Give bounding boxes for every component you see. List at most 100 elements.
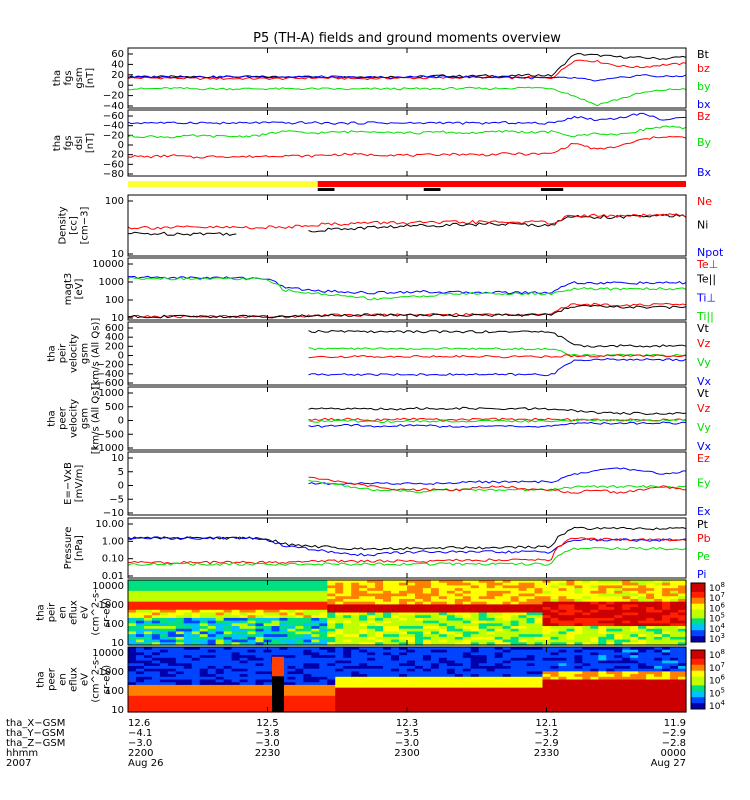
- heatmap-cell: [590, 676, 599, 681]
- heatmap-cell: [311, 695, 320, 700]
- heatmap-cell: [462, 668, 472, 672]
- heatmap-cell: [247, 663, 257, 667]
- heatmap-cell: [215, 690, 225, 694]
- heatmap-cell: [598, 609, 607, 614]
- heatmap-cell: [287, 615, 296, 619]
- heatmap-cell: [223, 701, 233, 705]
- heatmap-cell: [558, 690, 568, 694]
- heatmap-cell: [183, 609, 193, 614]
- heatmap-cell: [343, 674, 352, 678]
- heatmap-cell: [207, 663, 217, 667]
- heatmap-cell: [534, 701, 544, 705]
- heatmap-cell: [295, 588, 304, 592]
- heatmap-cell: [359, 701, 368, 705]
- heatmap-cell: [231, 687, 241, 691]
- heatmap-cell: [207, 668, 217, 672]
- heatmap-cell: [630, 690, 639, 694]
- heatmap-cell: [255, 701, 265, 705]
- heatmap-cell: [303, 588, 312, 592]
- heatmap-cell: [454, 709, 464, 713]
- heatmap-cell: [367, 660, 376, 664]
- heatmap-cell: [175, 593, 185, 597]
- heatmap-cell: [574, 652, 583, 656]
- heatmap-cell: [303, 709, 312, 713]
- heatmap-cell: [167, 620, 177, 624]
- heatmap-cell: [678, 655, 687, 659]
- heatmap-cell: [295, 580, 304, 584]
- heatmap-cell: [199, 682, 209, 686]
- heatmap-cell: [462, 679, 472, 683]
- heatmap-cell: [678, 620, 687, 624]
- heatmap-cell: [383, 642, 392, 646]
- heatmap-cell: [422, 668, 432, 672]
- heatmap-cell: [407, 617, 416, 622]
- heatmap-cell: [462, 671, 472, 675]
- heatmap-cell: [638, 588, 647, 592]
- heatmap-cell: [199, 687, 209, 691]
- heatmap-cell: [566, 709, 575, 713]
- heatmap-cell: [598, 665, 607, 670]
- heatmap-cell: [662, 649, 671, 654]
- heatmap-cell: [598, 617, 607, 622]
- heatmap-cell: [526, 604, 536, 608]
- heatmap-cell: [359, 668, 368, 672]
- heatmap-cell: [279, 598, 289, 603]
- heatmap-cell: [670, 684, 679, 689]
- heatmap-cell: [175, 676, 185, 681]
- heatmap-cell: [128, 593, 137, 597]
- heatmap-cell: [606, 698, 615, 702]
- heatmap-cell: [590, 652, 599, 656]
- heatmap-cell: [135, 649, 145, 654]
- ylabel-line: en: [58, 673, 69, 686]
- heatmap-cell: [151, 588, 161, 592]
- heatmap-cell: [327, 626, 336, 630]
- heatmap-cell: [399, 639, 408, 643]
- heatmap-cell: [638, 668, 647, 672]
- heatmap-cell: [311, 701, 320, 705]
- heatmap-cell: [518, 585, 528, 589]
- heatmap-cell: [638, 615, 647, 619]
- heatmap-cell: [606, 671, 615, 675]
- heatmap-cell: [510, 628, 520, 633]
- heatmap-cell: [287, 598, 296, 603]
- heatmap-cell: [335, 690, 344, 694]
- heatmap-cell: [454, 607, 464, 611]
- heatmap-cell: [311, 674, 320, 678]
- heatmap-cell: [223, 598, 233, 603]
- heatmap-cell: [422, 615, 432, 619]
- heatmap-cell: [151, 679, 161, 683]
- heatmap-cell: [167, 642, 177, 646]
- legend-Ex: Ex: [697, 505, 711, 518]
- heatmap-cell: [143, 679, 153, 683]
- heatmap-cell: [271, 620, 281, 624]
- heatmap-cell: [303, 631, 312, 635]
- heatmap-cell: [391, 663, 400, 667]
- heatmap-cell: [510, 639, 520, 643]
- heatmap-cell: [399, 626, 408, 630]
- heatmap-cell: [375, 582, 384, 587]
- heatmap-cell: [151, 593, 161, 597]
- heatmap-cell: [654, 631, 663, 635]
- heatmap-cell: [175, 596, 185, 600]
- heatmap-cell: [167, 668, 177, 672]
- heatmap-cell: [678, 671, 687, 675]
- heatmap-cell: [518, 598, 528, 603]
- x-row-label: hhmm: [6, 748, 38, 759]
- heatmap-cell: [558, 693, 568, 697]
- heatmap-cell: [367, 706, 376, 710]
- heatmap-cell: [383, 596, 392, 600]
- heatmap-cell: [654, 684, 663, 689]
- heatmap-cell: [566, 601, 575, 605]
- colorbar-cell: [691, 697, 705, 701]
- heatmap-cell: [606, 628, 615, 633]
- heatmap-cell: [159, 582, 169, 587]
- heatmap-cell: [558, 668, 568, 672]
- heatmap-cell: [574, 668, 583, 672]
- heatmap-cell: [478, 582, 488, 587]
- heatmap-cell: [582, 703, 591, 708]
- heatmap-cell: [407, 598, 416, 603]
- heatmap-cell: [446, 639, 456, 643]
- heatmap-cell: [367, 690, 376, 694]
- heatmap-cell: [231, 585, 241, 589]
- colorbar-cell: [691, 621, 705, 625]
